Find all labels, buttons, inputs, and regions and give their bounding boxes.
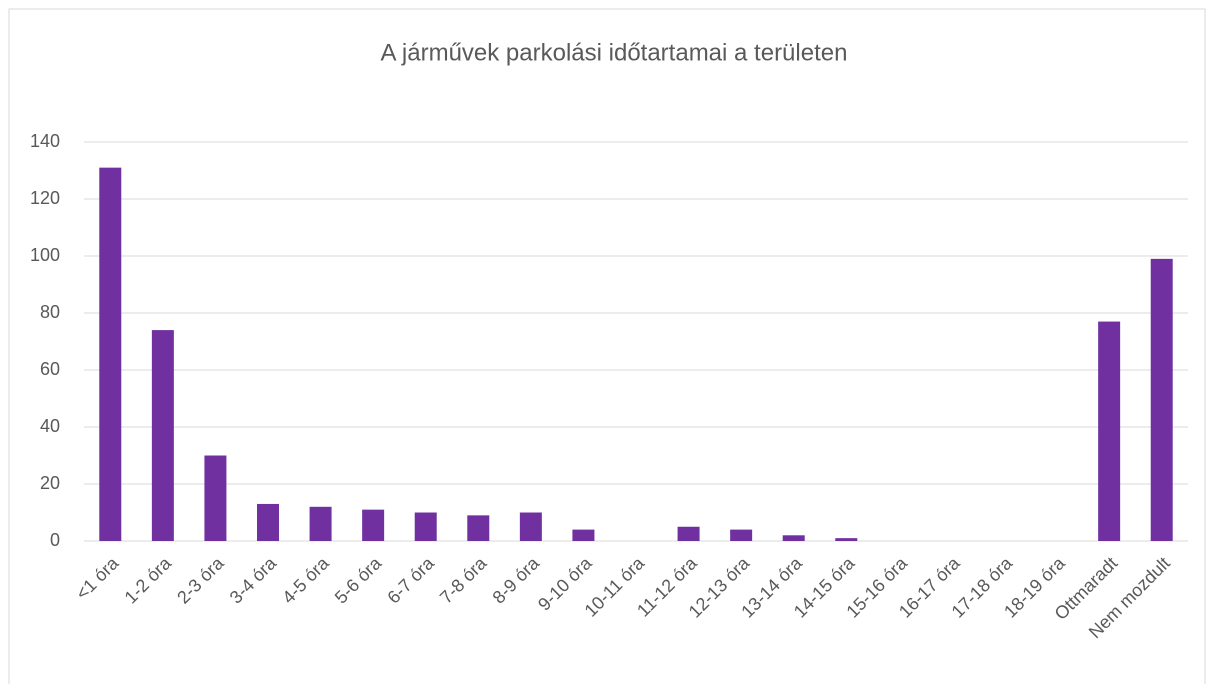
bar [362, 509, 385, 541]
bar [1150, 258, 1173, 541]
bar [309, 506, 332, 541]
y-tick-label: 40 [40, 416, 60, 436]
bar [519, 512, 542, 541]
bar [1098, 321, 1121, 541]
chart-border [8, 8, 1206, 684]
y-tick-label: 20 [40, 473, 60, 493]
y-tick-label: 0 [50, 530, 60, 550]
y-tick-label: 120 [30, 188, 60, 208]
bar [99, 167, 122, 541]
bar [204, 455, 227, 541]
bar [677, 526, 700, 541]
y-tick-label: 140 [30, 131, 60, 151]
y-tick-label: 80 [40, 302, 60, 322]
bar [467, 515, 490, 541]
y-tick-label: 100 [30, 245, 60, 265]
bar [414, 512, 437, 541]
bar [782, 535, 805, 541]
y-tick-label: 60 [40, 359, 60, 379]
bar [257, 503, 279, 541]
bar [730, 529, 753, 541]
bar [151, 330, 174, 541]
bar [835, 538, 858, 541]
chart-title: A járművek parkolási időtartamai a terül… [381, 39, 848, 66]
bar [572, 529, 595, 541]
